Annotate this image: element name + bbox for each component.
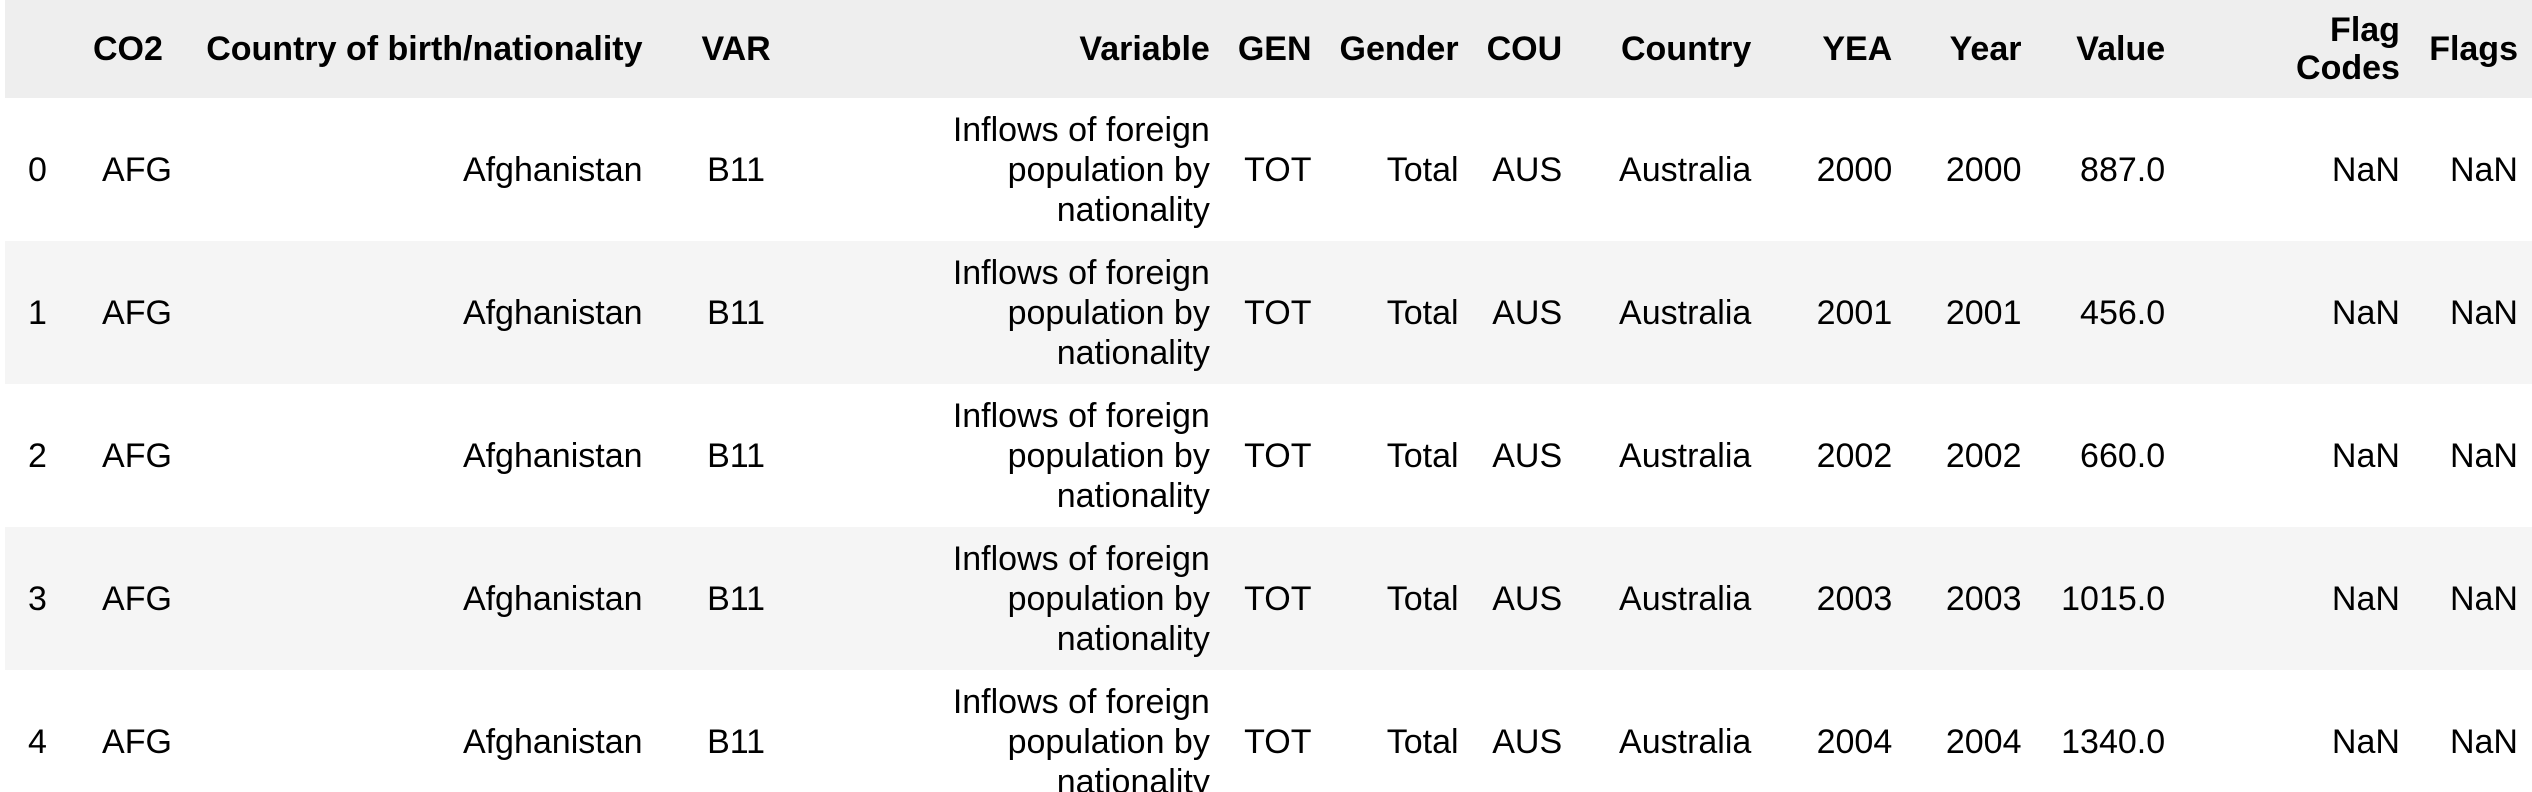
cell-value: 456.0	[2080, 293, 2166, 332]
row-index: 1	[28, 293, 47, 332]
cell-yea: 2004	[1816, 722, 1893, 761]
table-header-row: CO2 Country of birth/nationality VAR Var…	[5, 0, 2532, 98]
cell-cou: AUS	[1492, 436, 1563, 475]
cell-value: 660.0	[2080, 436, 2166, 475]
cell-flags: NaN	[2449, 579, 2518, 618]
cell-var: B11	[707, 293, 766, 332]
row-index: 3	[28, 579, 47, 618]
cell-country-of-birth: Afghanistan	[462, 150, 643, 189]
cell-cou: AUS	[1492, 150, 1563, 189]
cell-country: Australia	[1619, 579, 1752, 618]
cell-flag-codes: NaN	[2331, 150, 2400, 189]
cell-cou: AUS	[1492, 293, 1563, 332]
column-header-var: VAR	[701, 30, 771, 68]
cell-country: Australia	[1619, 436, 1752, 475]
cell-gender: Total	[1386, 436, 1459, 475]
column-header-year: Year	[1949, 30, 2022, 68]
cell-var: B11	[707, 436, 766, 475]
column-header-country-of-birth: Country of birth/nationality	[206, 30, 643, 68]
column-header-index	[5, 0, 70, 98]
cell-year: 2000	[1945, 150, 2022, 189]
cell-gender: Total	[1386, 722, 1459, 761]
column-header-yea: YEA	[1822, 30, 1893, 68]
cell-country-of-birth: Afghanistan	[462, 579, 643, 618]
cell-cou: AUS	[1492, 579, 1563, 618]
cell-variable: Inflows of foreign population by nationa…	[952, 110, 1210, 229]
cell-yea: 2000	[1816, 150, 1893, 189]
table-row: 1 AFG Afghanistan B11 Inflows of foreign…	[5, 241, 2532, 384]
cell-var: B11	[707, 579, 766, 618]
cell-yea: 2003	[1816, 579, 1893, 618]
cell-gen: TOT	[1244, 722, 1312, 761]
cell-country-of-birth: Afghanistan	[462, 293, 643, 332]
cell-gen: TOT	[1244, 150, 1312, 189]
cell-gender: Total	[1386, 579, 1459, 618]
cell-country: Australia	[1619, 150, 1752, 189]
cell-flags: NaN	[2449, 722, 2518, 761]
column-header-gen: GEN	[1237, 30, 1312, 68]
cell-co2: AFG	[102, 150, 172, 189]
cell-value: 1015.0	[2061, 579, 2166, 618]
cell-value: 1340.0	[2061, 722, 2166, 761]
column-header-variable: Variable	[1079, 30, 1210, 68]
column-header-country: Country	[1620, 30, 1752, 68]
column-header-co2: CO2	[93, 30, 163, 68]
table-row: 0 AFG Afghanistan B11 Inflows of foreign…	[5, 98, 2532, 241]
cell-yea: 2001	[1816, 293, 1893, 332]
column-header-cou: COU	[1486, 30, 1563, 68]
table-row: 4 AFG Afghanistan B11 Inflows of foreign…	[5, 670, 2532, 792]
cell-gen: TOT	[1244, 436, 1312, 475]
row-index: 4	[28, 722, 47, 761]
cell-gender: Total	[1386, 150, 1459, 189]
cell-flag-codes: NaN	[2331, 579, 2400, 618]
cell-year: 2002	[1945, 436, 2022, 475]
table-row: 3 AFG Afghanistan B11 Inflows of foreign…	[5, 527, 2532, 670]
cell-country-of-birth: Afghanistan	[462, 436, 643, 475]
cell-year: 2001	[1945, 293, 2022, 332]
cell-cou: AUS	[1492, 722, 1563, 761]
cell-flag-codes: NaN	[2331, 722, 2400, 761]
cell-variable: Inflows of foreign population by nationa…	[952, 396, 1210, 515]
table-row: 2 AFG Afghanistan B11 Inflows of foreign…	[5, 384, 2532, 527]
cell-yea: 2002	[1816, 436, 1893, 475]
cell-co2: AFG	[102, 436, 172, 475]
cell-country: Australia	[1619, 293, 1752, 332]
cell-co2: AFG	[102, 293, 172, 332]
cell-variable: Inflows of foreign population by nationa…	[952, 539, 1210, 658]
column-header-gender: Gender	[1339, 30, 1459, 68]
cell-year: 2003	[1945, 579, 2022, 618]
row-index: 2	[28, 436, 47, 475]
cell-flag-codes: NaN	[2331, 436, 2400, 475]
column-header-flags: Flags	[2429, 30, 2518, 68]
cell-variable: Inflows of foreign population by nationa…	[952, 253, 1210, 372]
cell-variable: Inflows of foreign population by nationa…	[952, 682, 1210, 792]
cell-country-of-birth: Afghanistan	[462, 722, 643, 761]
cell-gender: Total	[1386, 293, 1459, 332]
cell-value: 887.0	[2080, 150, 2166, 189]
row-index: 0	[28, 150, 47, 189]
cell-gen: TOT	[1244, 293, 1312, 332]
cell-var: B11	[707, 722, 766, 761]
cell-co2: AFG	[102, 722, 172, 761]
column-header-value: Value	[2076, 30, 2166, 68]
cell-gen: TOT	[1244, 579, 1312, 618]
cell-year: 2004	[1945, 722, 2022, 761]
cell-country: Australia	[1619, 722, 1752, 761]
cell-flags: NaN	[2449, 150, 2518, 189]
cell-co2: AFG	[102, 579, 172, 618]
cell-var: B11	[707, 150, 766, 189]
cell-flags: NaN	[2449, 436, 2518, 475]
cell-flags: NaN	[2449, 293, 2518, 332]
dataframe-table: CO2 Country of birth/nationality VAR Var…	[5, 0, 2532, 792]
cell-flag-codes: NaN	[2331, 293, 2400, 332]
column-header-flag-codes: Flag Codes	[2296, 11, 2400, 87]
